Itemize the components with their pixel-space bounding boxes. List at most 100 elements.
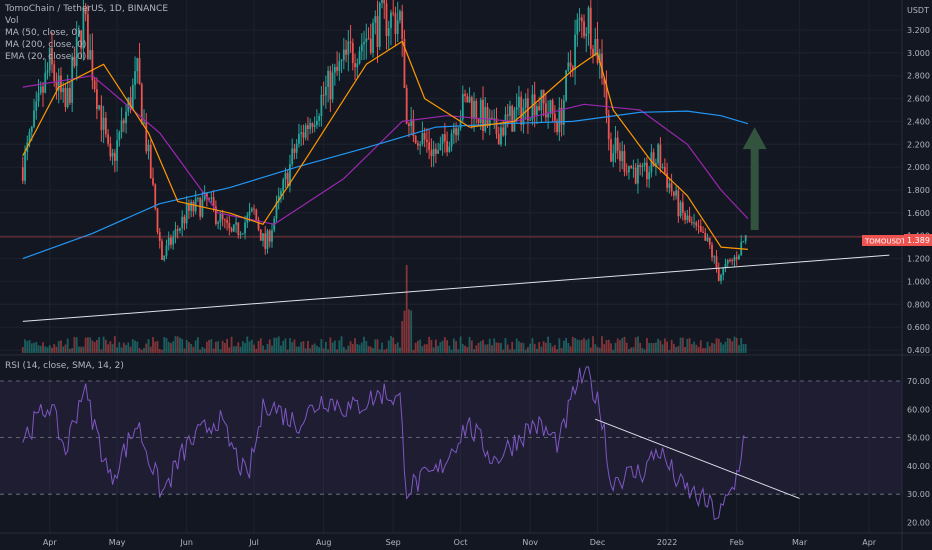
candle-body <box>199 197 202 217</box>
volume-bar <box>401 321 404 353</box>
candle-body <box>39 86 42 93</box>
time-tick-label: 2022 <box>657 538 677 547</box>
volume-bar <box>661 344 664 353</box>
volume-bar <box>347 345 350 353</box>
volume-bar <box>87 337 89 353</box>
candle-body <box>223 219 226 221</box>
volume-bar <box>394 344 397 353</box>
candle-body <box>57 75 60 91</box>
volume-bar <box>715 338 718 353</box>
volume-bar <box>596 346 599 353</box>
price-tick-label: 1.600 <box>907 209 930 218</box>
candle-body <box>271 230 273 242</box>
legend-ema20[interactable]: EMA (20, close, 0) <box>5 52 87 62</box>
candle-body <box>239 233 242 235</box>
legend-rsi[interactable]: RSI (14, close, SMA, 14, 2) <box>5 361 124 371</box>
volume-bar <box>542 341 545 353</box>
candle-body <box>668 183 671 188</box>
volume-bar <box>383 349 386 353</box>
volume-bar <box>30 343 33 353</box>
price-tick-label: 1.200 <box>907 255 930 264</box>
rsi-tick-label: 60.00 <box>907 405 930 414</box>
candle-body <box>632 167 635 169</box>
candle-body <box>661 166 664 169</box>
candle-body <box>475 100 478 119</box>
volume-bar <box>493 338 496 353</box>
candle-body <box>666 172 669 188</box>
candle-body <box>466 95 469 103</box>
legend-vol[interactable]: Vol <box>5 16 19 26</box>
volume-bar <box>239 346 242 353</box>
candle-body <box>486 107 489 127</box>
candle-body <box>291 148 294 165</box>
volume-bar <box>565 337 567 353</box>
symbol-title[interactable]: TomoChain / TetherUS, 1D, BINANCE <box>5 4 169 14</box>
candle-body <box>408 123 410 126</box>
volume-bar <box>62 346 65 353</box>
volume-bar <box>250 339 253 353</box>
volume-bar <box>742 343 745 353</box>
volume-bar <box>562 340 565 353</box>
rsi-axis[interactable]: 70.00 60.00 50.00 40.00 30.00 20.00 <box>907 377 930 528</box>
candle-body <box>181 216 184 229</box>
candle-body <box>672 191 675 196</box>
volume-bar <box>262 345 264 353</box>
candle-body <box>104 117 107 135</box>
legend-ma200[interactable]: MA (200, close, 0) <box>5 40 87 50</box>
candle-body <box>161 240 163 260</box>
volume-bar <box>73 337 76 353</box>
volume-bar <box>482 339 484 353</box>
volume-bar <box>632 347 635 353</box>
volume-bar <box>652 343 655 353</box>
volume-bar <box>619 340 621 353</box>
volume-bar <box>172 341 175 353</box>
candle-body <box>44 72 47 93</box>
volume-bar <box>201 347 204 353</box>
volume-bar <box>538 342 541 353</box>
candle-body <box>284 172 287 180</box>
volume-bar <box>282 340 285 353</box>
candle-body <box>152 178 154 185</box>
candle-body <box>179 228 181 231</box>
price-axis[interactable]: 3.200 3.000 2.800 2.600 2.400 2.200 2.000 1.800… <box>907 26 930 355</box>
candle-body <box>221 213 224 220</box>
rsi-line <box>22 366 747 521</box>
candle-body <box>37 92 40 102</box>
candle-body <box>277 195 280 203</box>
volume-bar <box>650 343 653 353</box>
time-axis[interactable]: Apr May Jun Jul Aug Sep Oct Nov Dec 2022 Feb Mar Apr <box>43 538 877 547</box>
legend-ma50[interactable]: MA (50, close, 0) <box>5 28 81 38</box>
candle-body <box>212 197 215 207</box>
volume-bar <box>199 349 202 353</box>
volume-bar <box>392 337 395 353</box>
candle-body <box>217 222 220 224</box>
rsi-tick-label: 30.00 <box>907 490 930 499</box>
volume-bar <box>434 339 437 353</box>
candle-body <box>205 192 208 199</box>
volume-bar <box>89 337 92 353</box>
candle-body <box>679 202 682 217</box>
volume-bar <box>491 345 493 353</box>
volume-bar <box>459 336 462 353</box>
volume-bar <box>298 346 300 353</box>
volume-bar <box>84 337 87 353</box>
volume-bar <box>129 346 132 353</box>
candle-body <box>311 123 314 127</box>
volume-bar <box>484 344 487 353</box>
candle-body <box>66 88 69 108</box>
volume-bar <box>311 344 314 353</box>
volume-bar <box>520 342 523 353</box>
candle-body <box>289 164 291 186</box>
volume-bar <box>237 342 240 353</box>
candle-body <box>113 152 116 161</box>
candle-body <box>190 202 193 211</box>
candle-body <box>248 211 251 216</box>
volume-bar <box>266 344 269 353</box>
candle-body <box>134 71 136 86</box>
candle-body <box>482 99 484 131</box>
candle-body <box>585 33 588 37</box>
volume-bar <box>345 349 347 353</box>
candle-body <box>601 53 603 79</box>
candle-body <box>125 111 127 124</box>
